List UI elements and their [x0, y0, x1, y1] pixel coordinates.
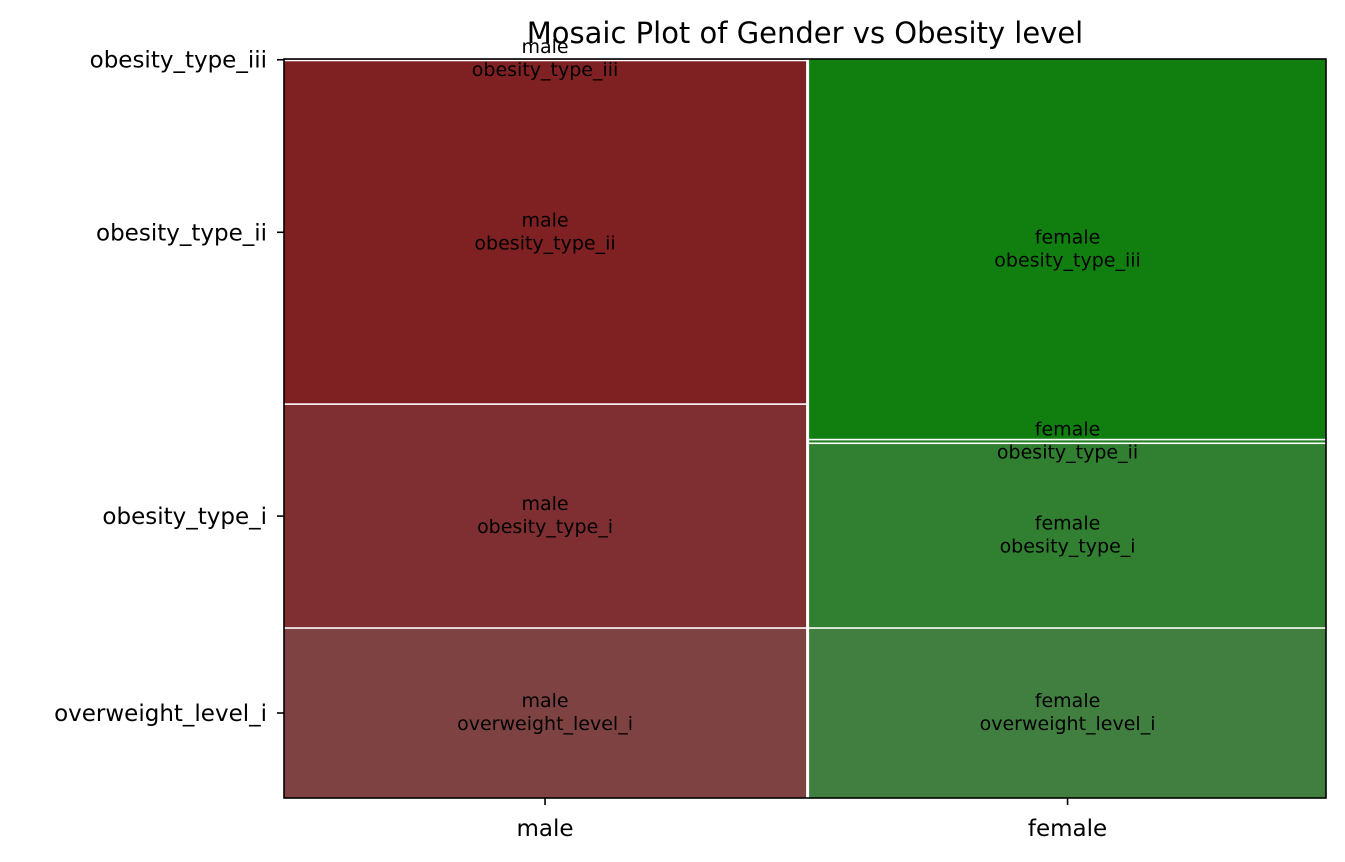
- ytick-label-obesity-type-ii: obesity_type_ii: [96, 220, 267, 246]
- mosaic-tile-labels: male overweight_level_i male obesity_type_i…: [457, 36, 1155, 735]
- tile-label-female-obesity-type-iii: female obesity_type_iii: [994, 226, 1141, 271]
- tile-label-female-obesity-type-i: female obesity_type_i: [1000, 513, 1136, 558]
- xtick-label-male: male: [517, 816, 574, 842]
- x-axis: male female: [517, 798, 1107, 842]
- ytick-label-obesity-type-i: obesity_type_i: [102, 504, 267, 530]
- tile-female-obesity-type-ii: [809, 440, 1326, 443]
- plot-frame: [283, 58, 1327, 799]
- chart-title: Mosaic Plot of Gender vs Obesity level: [527, 16, 1083, 50]
- tile-label-male-obesity-type-ii: male obesity_type_ii: [474, 209, 615, 254]
- tile-label-male-obesity-type-i: male obesity_type_i: [477, 493, 613, 538]
- mosaic-tiles: [284, 59, 1326, 798]
- tile-male-obesity-type-i: [284, 404, 807, 628]
- tile-female-overweight-level-i: [809, 628, 1326, 798]
- tile-label-female-overweight-level-i: female overweight_level_i: [980, 690, 1156, 735]
- tile-male-obesity-type-ii: [284, 61, 807, 404]
- tile-label-male-obesity-type-iii: male obesity_type_iii: [472, 36, 619, 81]
- tile-female-obesity-type-i: [809, 444, 1326, 628]
- xtick-label-female: female: [1028, 816, 1107, 842]
- tile-label-female-obesity-type-ii: female obesity_type_ii: [997, 418, 1138, 463]
- tile-label-male-overweight-level-i: male overweight_level_i: [457, 690, 633, 735]
- ytick-label-obesity-type-iii: obesity_type_iii: [90, 48, 267, 74]
- tile-male-overweight-level-i: [284, 628, 807, 798]
- y-axis: overweight_level_i obesity_type_i obesity_…: [54, 48, 284, 727]
- ytick-label-overweight-level-i: overweight_level_i: [54, 701, 267, 727]
- tile-female-obesity-type-iii: [809, 59, 1326, 439]
